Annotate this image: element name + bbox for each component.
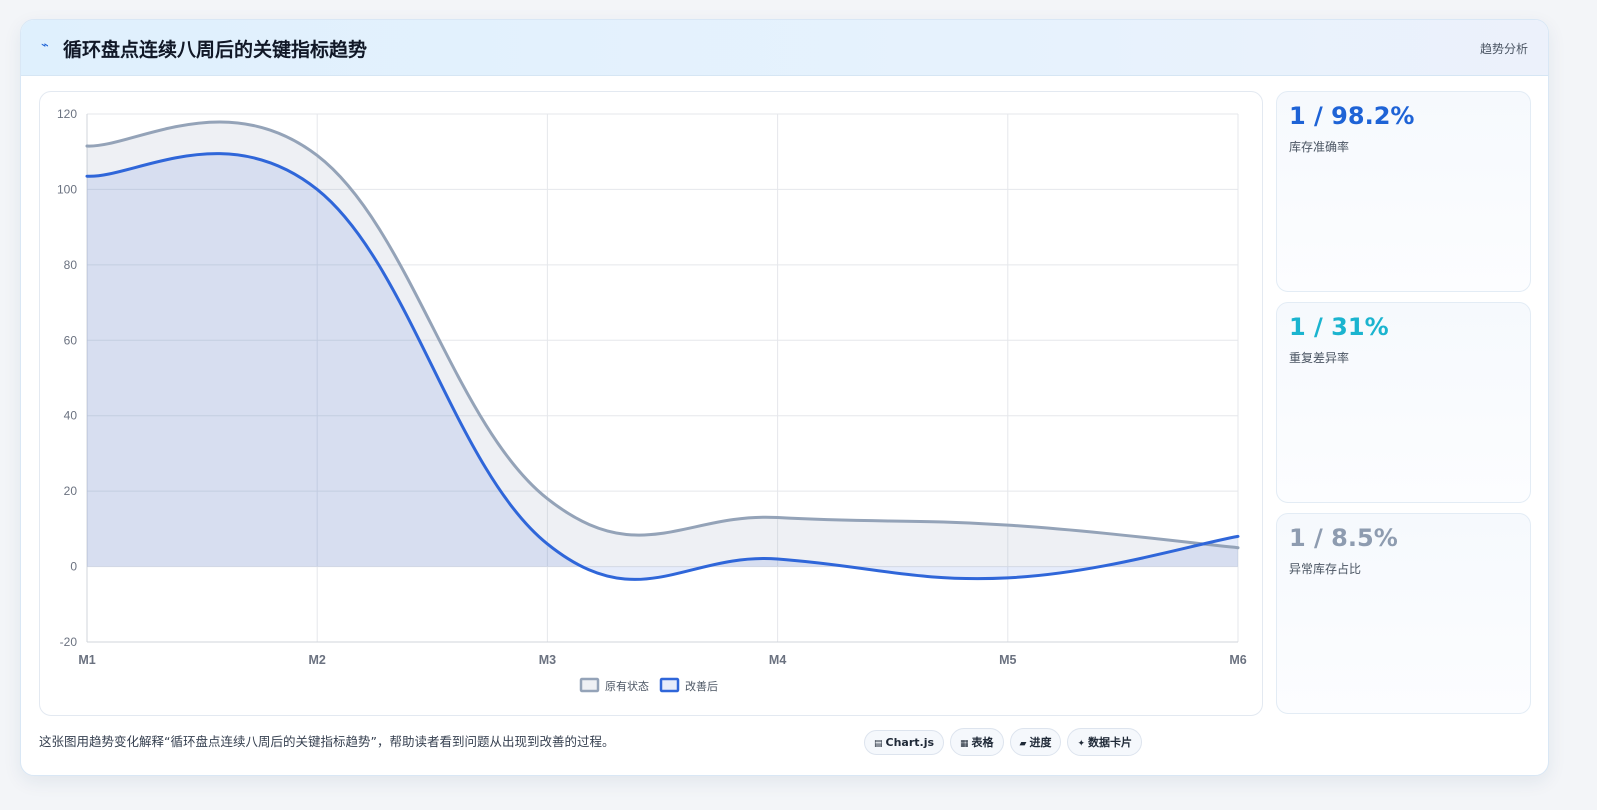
legend-label-0: 原有状态 [605, 679, 649, 693]
pill-progress[interactable]: ▰ 进度 [1009, 728, 1062, 756]
legend-swatch-1 [659, 677, 680, 693]
x-tick-label: M5 [999, 653, 1016, 667]
pill-chartjs[interactable]: ▤ Chart.js [864, 730, 945, 755]
kpi-card-repeat-diff: 1 / 31% 重复差异率 [1276, 302, 1531, 503]
y-tick-label: 0 [70, 560, 77, 574]
pill-table[interactable]: ▦ 表格 [950, 728, 1004, 756]
trend-chart: -20 0 20 40 60 80 100 120 M1 M2 M3 M4 M5 M6 原有状态 改善后 [57, 107, 1247, 693]
table-icon: ▦ [960, 739, 969, 749]
y-tick-label: 100 [57, 182, 77, 196]
legend-swatch-0 [579, 677, 600, 693]
pill-label: 进度 [1029, 736, 1052, 749]
chart-card: ⌁ 循环盘点连续八周后的关键指标趋势 趋势分析 -20 0 20 40 60 80 100 1… [20, 19, 1549, 776]
progress-icon: ▰ [1019, 739, 1027, 749]
series-line-0 [85, 120, 1240, 550]
x-tick-label: M2 [309, 653, 326, 667]
kpi-label: 库存准确率 [1289, 140, 1350, 154]
x-tick-label: M6 [1229, 653, 1246, 667]
card-header: ⌁ 循环盘点连续八周后的关键指标趋势 趋势分析 [21, 20, 1548, 76]
trend-line-icon: ⌁ [41, 38, 49, 53]
pill-label: 表格 [971, 736, 994, 749]
kpi-card-abnormal-stock: 1 / 8.5% 异常库存占比 [1276, 513, 1531, 714]
kpi-label: 重复差异率 [1289, 351, 1350, 365]
tech-pills: ▤ Chart.js ▦ 表格 ▰ 进度 ✦ 数据卡片 [864, 728, 1148, 756]
sparkle-icon: ✦ [1077, 739, 1086, 749]
x-tick-label: M1 [78, 653, 95, 667]
pill-data-card[interactable]: ✦ 数据卡片 [1067, 728, 1143, 756]
footer-description: 这张图用趋势变化解释“循环盘点连续八周后的关键指标趋势”，帮助读者看到问题从出现… [39, 734, 615, 749]
series-line-1 [85, 152, 1240, 581]
kpi-value: 1 / 8.5% [1289, 524, 1398, 552]
series-area-0 [87, 121, 1238, 567]
y-tick-label: 60 [64, 333, 78, 347]
kpi-value: 1 / 98.2% [1289, 102, 1415, 130]
header-tag: 趋势分析 [1479, 42, 1528, 56]
x-tick-label: M4 [769, 653, 786, 667]
pill-label: Chart.js [885, 736, 935, 749]
legend-label-1: 改善后 [685, 679, 718, 693]
chart-icon: ▤ [874, 739, 883, 749]
y-tick-label: 20 [64, 484, 78, 498]
pill-label: 数据卡片 [1088, 736, 1133, 749]
y-tick-label: 120 [57, 107, 77, 121]
y-tick-label: -20 [60, 635, 78, 649]
chart-panel: -20 0 20 40 60 80 100 120 M1 M2 M3 M4 M5 M6 原有状态 改善后 [39, 91, 1263, 716]
x-tick-label: M3 [539, 653, 556, 667]
series-area-1 [87, 153, 1238, 580]
kpi-value: 1 / 31% [1289, 313, 1389, 341]
kpi-card-accuracy: 1 / 98.2% 库存准确率 [1276, 91, 1531, 292]
card-title: 循环盘点连续八周后的关键指标趋势 [63, 39, 368, 61]
y-tick-label: 80 [64, 258, 78, 272]
kpi-label: 异常库存占比 [1289, 562, 1362, 576]
y-tick-label: 40 [64, 409, 78, 423]
